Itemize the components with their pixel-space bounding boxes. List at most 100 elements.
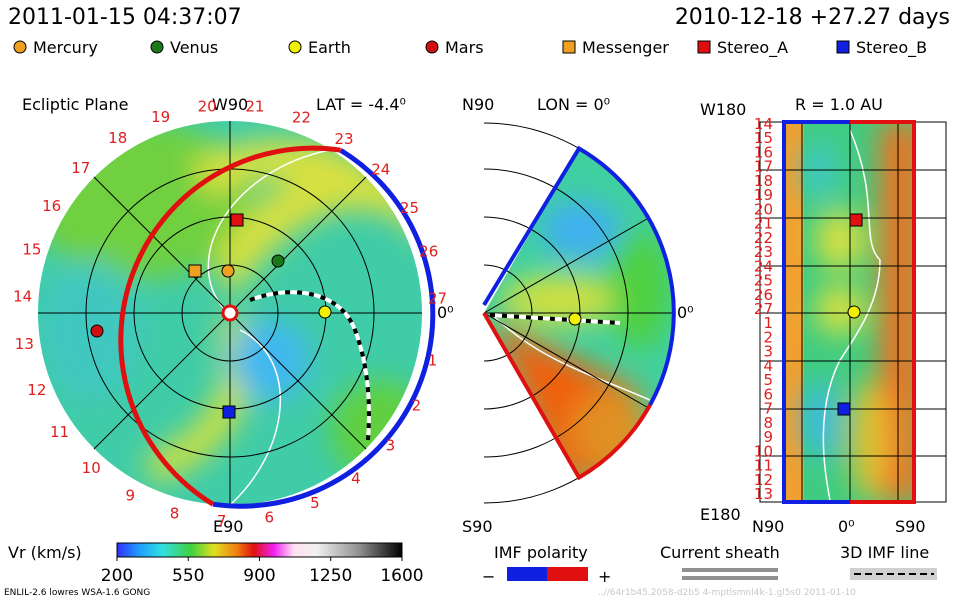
legend-label: Stereo_B: [856, 38, 927, 58]
legend-marker: [562, 40, 576, 54]
legend-label: Messenger: [582, 38, 669, 57]
colorbar-tick-label: 1600: [380, 566, 423, 586]
longitude-label: 27: [428, 289, 447, 307]
row-label: 1: [763, 314, 773, 332]
legend-label: Mars: [445, 38, 484, 57]
row-label: 7: [763, 400, 773, 418]
longitude-label: 9: [125, 487, 135, 505]
row-label: 2: [763, 328, 773, 346]
longitude-label: 16: [42, 197, 61, 215]
ecliptic-plot: [38, 121, 436, 509]
longitude-label: 15: [22, 240, 41, 258]
row-label: 13: [754, 485, 773, 503]
longitude-label: 11: [50, 423, 69, 441]
legend: Mercury Venus Earth Mars Messenger Stereo_A St…: [13, 38, 927, 58]
longitude-label: 18: [108, 129, 127, 147]
row-label: 15: [754, 129, 773, 147]
longitude-label: 7: [217, 512, 227, 530]
row-label: 24: [754, 257, 773, 275]
row-label: 12: [754, 471, 773, 489]
longitude-label: 24: [371, 161, 390, 179]
meridional-lon: LON = 0⁰: [537, 95, 610, 114]
legend-label: Mercury: [33, 38, 98, 57]
row-label: 21: [754, 215, 773, 233]
ecliptic-title: Ecliptic Plane: [22, 95, 128, 114]
row-label: 6: [763, 385, 773, 403]
longitude-label: 5: [310, 494, 320, 512]
legend-label: Stereo_A: [717, 38, 788, 58]
longitude-label: 13: [15, 335, 34, 353]
sheath-title: Current sheath: [660, 543, 780, 562]
longitude-label: 6: [265, 508, 275, 526]
imf-minus: −: [482, 567, 495, 586]
sphere-radius: R = 1.0 AU: [795, 95, 883, 114]
longitude-label: 1: [428, 351, 438, 369]
imf-positive: [547, 567, 588, 581]
sphere-plot: [759, 120, 947, 504]
longitude-label: 20: [198, 97, 217, 115]
sphere-top: W180: [700, 100, 746, 119]
colorbar-ticks: 200 550 900 1250 1600: [101, 557, 424, 586]
ecliptic-top: W90: [212, 95, 248, 114]
imf-line-title: 3D IMF line: [840, 543, 929, 562]
meridional-right: 0⁰: [677, 303, 694, 322]
meridional-bottom: S90: [462, 517, 493, 536]
row-label: 20: [754, 200, 773, 218]
longitude-label: 2: [412, 396, 422, 414]
legend-marker: [13, 40, 27, 54]
row-label: 16: [754, 143, 773, 161]
colorbar-label: Vr (km/s): [8, 543, 82, 562]
legend-marker: [697, 40, 711, 54]
row-label: 8: [763, 414, 773, 432]
reference-time: 2010-12-18 +27.27 days: [675, 5, 950, 30]
longitude-label: 4: [351, 470, 361, 488]
colorbar-tick-label: 900: [243, 566, 275, 586]
footer-left: ENLIL-2.6 lowres WSA-1.6 GONG: [4, 588, 150, 598]
imf-plus: +: [598, 567, 611, 586]
imf-title: IMF polarity: [494, 543, 588, 562]
row-label: 9: [763, 428, 773, 446]
meridional-plot: [482, 122, 676, 504]
ecliptic-right: 0⁰: [437, 303, 454, 322]
row-label: 25: [754, 272, 773, 290]
model-time: 2011-01-15 04:37:07: [8, 5, 242, 30]
longitude-label: 17: [71, 159, 90, 177]
sphere-row-labels: 1415161718192021222324252627123456789101…: [754, 115, 773, 503]
row-label: 23: [754, 243, 773, 261]
sphere-x-label: S90: [895, 517, 926, 536]
legend-label: Earth: [308, 38, 351, 57]
legend-marker: [288, 40, 302, 54]
longitude-label: 3: [386, 436, 396, 454]
row-label: 10: [754, 442, 773, 460]
row-label: 26: [754, 286, 773, 304]
colorbar-tick-label: 550: [172, 566, 204, 586]
longitude-label: 8: [170, 504, 180, 522]
longitude-label: 12: [27, 381, 46, 399]
sphere-x-label: 0⁰: [838, 517, 855, 536]
legend-marker: [425, 40, 439, 54]
longitude-label: 21: [245, 98, 264, 116]
ecliptic-lat: LAT = -4.4⁰: [316, 95, 406, 114]
colorbar-tick-label: 1250: [309, 566, 352, 586]
legend-label: Venus: [170, 38, 218, 57]
longitude-label: 23: [335, 130, 354, 148]
row-label: 3: [763, 343, 773, 361]
longitude-label: 25: [400, 199, 419, 217]
legend-marker: [150, 40, 164, 54]
colorbar-tick-label: 200: [101, 566, 133, 586]
longitude-label: 14: [13, 287, 32, 305]
longitude-label: 26: [419, 243, 438, 261]
row-label: 5: [763, 371, 773, 389]
sphere-x-label: N90: [752, 517, 784, 536]
row-label: 18: [754, 172, 773, 190]
legend-marker: [836, 40, 850, 54]
row-label: 14: [754, 115, 773, 133]
longitude-label: 19: [151, 108, 170, 126]
longitude-label: 22: [292, 109, 311, 127]
longitude-label: 10: [82, 459, 101, 477]
imf-negative: [507, 567, 547, 581]
row-label: 17: [754, 158, 773, 176]
